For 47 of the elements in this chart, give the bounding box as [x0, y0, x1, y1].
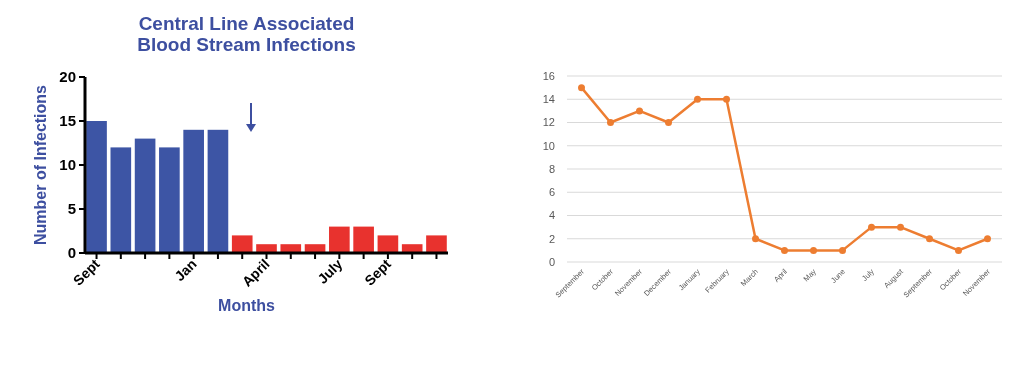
y-tick-label: 20	[59, 68, 76, 86]
y-tick-label: 6	[548, 186, 555, 199]
y-tick-label: 4	[548, 209, 555, 222]
y-tick-label: 10	[59, 156, 76, 174]
bar	[110, 147, 132, 253]
bar	[401, 244, 423, 253]
y-tick-label: 16	[542, 69, 555, 82]
point	[636, 107, 643, 115]
bar	[183, 129, 204, 253]
bar	[329, 226, 350, 253]
point	[868, 223, 875, 231]
x-tick-label: Jan	[171, 255, 200, 285]
point	[955, 246, 962, 254]
chart-title: Central Line Associated Blood Stream Infections	[137, 13, 356, 55]
bar	[280, 244, 302, 253]
point	[752, 235, 759, 243]
point	[607, 119, 614, 126]
y-tick-label: 0	[548, 255, 555, 268]
bar	[256, 244, 277, 253]
point	[665, 119, 672, 126]
y-tick-label: 10	[542, 139, 555, 152]
y-tick-label: 12	[542, 116, 555, 129]
point	[781, 246, 788, 254]
point	[810, 246, 817, 254]
bar	[377, 235, 399, 253]
point	[723, 95, 730, 103]
point	[839, 246, 846, 254]
point	[578, 84, 585, 92]
point	[984, 235, 991, 243]
bar	[86, 121, 107, 253]
y-tick-label: 5	[67, 200, 76, 218]
point	[926, 235, 933, 243]
y-tick-label: 2	[548, 232, 555, 245]
bar	[353, 226, 374, 253]
y-tick-label: 8	[548, 162, 555, 175]
x-axis-title: Months	[218, 297, 276, 314]
bar	[231, 235, 253, 253]
y-tick-label: 15	[59, 112, 76, 130]
y-tick-label: 14	[542, 93, 555, 106]
bar	[426, 235, 447, 253]
point	[694, 95, 701, 103]
bar	[159, 147, 180, 253]
bar	[207, 129, 229, 253]
y-tick-label: 0	[67, 244, 76, 262]
y-axis-title: Number of Infections	[32, 84, 49, 246]
bar	[134, 138, 156, 253]
point	[897, 223, 904, 231]
